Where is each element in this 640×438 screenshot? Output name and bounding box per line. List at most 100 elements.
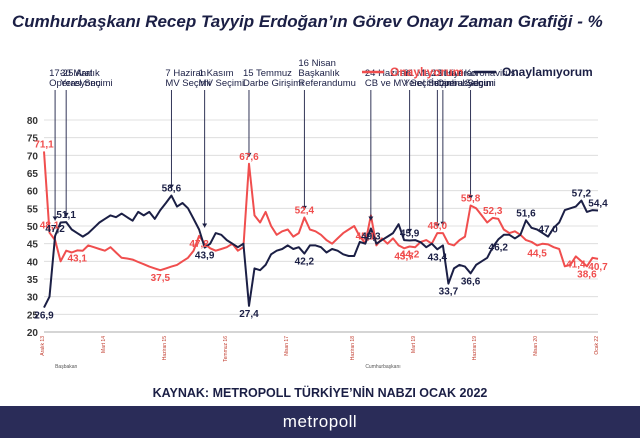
- series-lines: [43, 151, 599, 309]
- arrow-head: [52, 216, 58, 221]
- period-label: Başbakan: [55, 364, 77, 370]
- annotation-line: 16 Nisan: [298, 58, 336, 69]
- gridlines: [44, 119, 598, 333]
- annotation-line: 1 Kasım: [199, 68, 234, 79]
- data-label: 43,9: [195, 251, 215, 262]
- data-label: 51,6: [516, 208, 536, 219]
- source-note: KAYNAK: METROPOLL TÜRKİYE’NİN NABZI OCAK…: [152, 386, 488, 400]
- data-label: 71,1: [34, 139, 54, 150]
- chart-title: Cumhurbaşkanı Recep Tayyip Erdoğan’ın Gö…: [12, 12, 603, 31]
- arrow-head: [407, 228, 413, 233]
- annotation-line: Yerel Seçimi: [404, 78, 456, 89]
- annotation-line: MV Seçimi: [199, 78, 244, 89]
- annotation-line: Başkanlık: [298, 68, 339, 79]
- annotation-line: 23 Haziran: [431, 68, 477, 79]
- period-labels: Başbakan Cumhurbaşkanı: [55, 364, 401, 370]
- data-label: 49,3: [361, 231, 381, 242]
- x-tick-label: Haziran 18: [350, 336, 356, 360]
- data-label: 26,9: [34, 311, 54, 322]
- data-label: 43,4: [428, 252, 448, 263]
- y-tick-label: 80: [27, 116, 39, 127]
- arrow-head: [63, 212, 69, 217]
- x-axis: Aralık 13 Mart 14 Haziran 15 Temmuz 16 Nisan…: [40, 331, 600, 362]
- annotation-line: 24 Haziran: [365, 68, 411, 79]
- approval-chart: 20 25 30 35 40 45 50 55 60 65 70 75 80 Aralık 13 Mart…: [27, 58, 608, 370]
- x-tick-label: Temmuz 16: [223, 336, 229, 362]
- data-label: 51,1: [56, 210, 76, 221]
- disapprove-line: [43, 194, 599, 309]
- data-label: 55,8: [461, 194, 481, 205]
- arrow-head: [468, 195, 474, 200]
- y-tick-label: 65: [27, 169, 39, 180]
- y-tick-label: 40: [27, 257, 39, 268]
- annotation-line: 30 Mart: [60, 68, 93, 79]
- data-label: 41,4: [566, 259, 586, 270]
- x-tick-label: Haziran 15: [162, 336, 168, 360]
- event-annotation: 17-25 Aralık Operasyonu: [49, 68, 101, 89]
- arrow-head: [202, 223, 208, 228]
- data-label: 47,0: [538, 225, 558, 236]
- data-label: 47,2: [189, 239, 209, 250]
- data-label: 57,2: [572, 189, 592, 200]
- y-tick-label: 50: [27, 222, 39, 233]
- annotation-line: Operasyonu: [49, 78, 101, 89]
- y-tick-label: 60: [27, 187, 39, 198]
- event-annotation: 1 Kasım MV Seçimi: [199, 68, 244, 89]
- data-label: 46,2: [489, 242, 509, 253]
- annotation-line: Suriye: [437, 68, 464, 79]
- arrow-head: [301, 205, 307, 210]
- data-label: 45,1: [356, 231, 376, 242]
- footer-bar: [0, 406, 640, 438]
- x-tick-label: Nisan 17: [284, 336, 290, 356]
- data-label: 43,1: [68, 253, 88, 264]
- approve-line: [43, 151, 599, 272]
- data-label: 48,0: [428, 221, 448, 232]
- y-tick-label: 30: [27, 293, 39, 304]
- data-label: 54,4: [588, 198, 608, 209]
- data-label: 45,9: [400, 228, 420, 239]
- annotation-line: Operasyonu: [437, 78, 489, 89]
- arrow-head: [434, 223, 440, 228]
- annotation-line: Darbe Girişimi: [243, 78, 303, 89]
- annotation-line: MV Seçimi: [165, 78, 210, 89]
- data-label: 27,4: [239, 309, 259, 320]
- data-label: 37,5: [151, 273, 171, 284]
- annotation-line: Yerel Seçimi: [60, 78, 112, 89]
- data-label: 43,7: [394, 251, 414, 262]
- event-annotation: 7 Haziran MV Seçimi: [165, 68, 210, 89]
- data-label: 52,4: [295, 206, 315, 217]
- data-label: 38,6: [577, 269, 597, 280]
- annotation-line: İstanbul Seçimi: [431, 78, 495, 89]
- legend-label: Onaylamıyorum: [502, 65, 593, 79]
- data-label: 40,7: [588, 262, 608, 273]
- data-label: 67,6: [239, 152, 259, 163]
- annotation-line: 31 Mart: [404, 68, 437, 79]
- data-label: 44,5: [527, 248, 547, 259]
- x-tick-label: Ocak 22: [594, 336, 600, 355]
- annotation-line: 15 Temmuz: [243, 68, 292, 79]
- annotation-line: 7 Haziran: [165, 68, 206, 79]
- x-tick-label: Aralık 13: [40, 336, 46, 356]
- data-label: 36,6: [461, 276, 481, 287]
- data-labels: 71,1 48,1 43,1 37,5 47,2 67,6 52,4 45,1 43,744,2…: [34, 139, 608, 321]
- y-tick-label: 70: [27, 151, 39, 162]
- annotation-line: 17-25 Aralık: [49, 68, 100, 79]
- arrow-head: [246, 152, 252, 157]
- data-label: 42,2: [295, 257, 315, 268]
- arrow-head: [440, 221, 446, 226]
- y-axis: 20 25 30 35 40 45 50 55 60 65 70 75 80: [27, 116, 39, 339]
- event-annotation: 15 Temmuz Darbe Girişimi: [243, 68, 303, 89]
- legend-label: Onaylıyorum: [390, 65, 463, 79]
- annotation-line: Referandumu: [298, 78, 356, 89]
- arrow-head: [168, 184, 174, 189]
- x-tick-label: Mart 19: [411, 336, 417, 353]
- annotation-line: Salgını: [465, 78, 495, 89]
- data-label: 47,2: [45, 224, 65, 235]
- x-tick-label: Haziran 19: [472, 336, 478, 360]
- annotation-line: CB ve MV Seçimi: [365, 78, 439, 89]
- event-annotation: Koronavirüs Salgını: [465, 68, 516, 89]
- data-label: 48,1: [40, 221, 60, 232]
- data-label: 52,3: [483, 206, 503, 217]
- brand-logo: metropoll: [282, 412, 358, 431]
